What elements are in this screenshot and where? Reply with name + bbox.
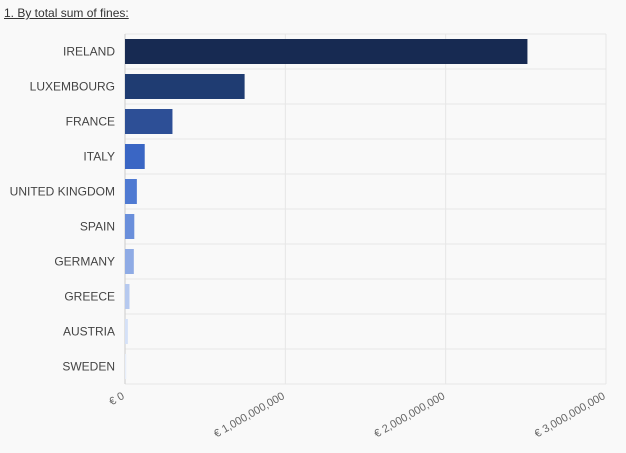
category-label: SWEDEN — [62, 360, 115, 374]
bars — [125, 39, 528, 379]
bar-united-kingdom[interactable] — [125, 179, 137, 204]
bar-sweden[interactable] — [125, 354, 127, 379]
category-labels: IRELAND LUXEMBOURG FRANCE ITALY UNITED KINGD… — [10, 45, 116, 374]
category-label: IRELAND — [63, 45, 115, 59]
category-label: UNITED KINGDOM — [10, 185, 115, 199]
bar-italy[interactable] — [125, 144, 145, 169]
category-label: GERMANY — [54, 255, 115, 269]
category-label: GREECE — [64, 290, 115, 304]
category-label: LUXEMBOURG — [30, 80, 115, 94]
x-tick-label: € 1,000,000,000 — [212, 390, 287, 440]
bar-luxembourg[interactable] — [125, 74, 245, 99]
chart-heading[interactable]: 1. By total sum of fines: — [4, 6, 129, 20]
bar-ireland[interactable] — [125, 39, 528, 64]
bar-spain[interactable] — [125, 214, 135, 239]
bar-germany[interactable] — [125, 249, 134, 274]
x-tick-label: € 3,000,000,000 — [533, 390, 608, 440]
x-axis-ticks: € 0 € 1,000,000,000 € 2,000,000,000 € 3,000… — [107, 390, 607, 440]
category-label: ITALY — [83, 150, 115, 164]
x-tick-label: € 2,000,000,000 — [372, 390, 447, 440]
bar-greece[interactable] — [125, 284, 130, 309]
category-label: AUSTRIA — [63, 325, 115, 339]
x-tick-label: € 0 — [107, 390, 126, 408]
category-label: FRANCE — [66, 115, 115, 129]
bar-austria[interactable] — [125, 319, 128, 344]
category-label: SPAIN — [80, 220, 115, 234]
bar-france[interactable] — [125, 109, 173, 134]
